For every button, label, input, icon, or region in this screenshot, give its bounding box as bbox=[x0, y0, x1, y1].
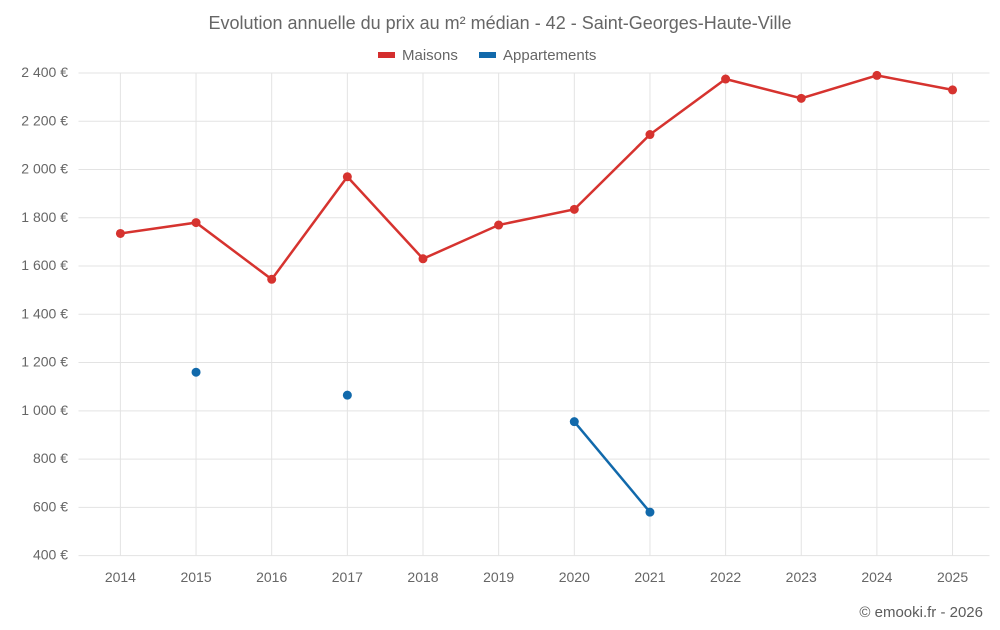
svg-text:2023: 2023 bbox=[786, 569, 817, 585]
svg-text:2024: 2024 bbox=[861, 569, 892, 585]
svg-text:2016: 2016 bbox=[256, 569, 287, 585]
svg-text:1 000 €: 1 000 € bbox=[21, 402, 68, 418]
svg-text:2021: 2021 bbox=[634, 569, 665, 585]
svg-text:2 200 €: 2 200 € bbox=[21, 112, 68, 128]
svg-text:2017: 2017 bbox=[332, 569, 363, 585]
svg-text:2 400 €: 2 400 € bbox=[21, 64, 68, 80]
svg-text:1 200 €: 1 200 € bbox=[21, 354, 68, 370]
svg-text:800 €: 800 € bbox=[33, 450, 68, 466]
svg-text:600 €: 600 € bbox=[33, 498, 68, 514]
svg-text:2022: 2022 bbox=[710, 569, 741, 585]
svg-text:1 800 €: 1 800 € bbox=[21, 209, 68, 225]
svg-text:2 000 €: 2 000 € bbox=[21, 161, 68, 177]
svg-text:2020: 2020 bbox=[559, 569, 590, 585]
svg-text:2019: 2019 bbox=[483, 569, 514, 585]
svg-text:2015: 2015 bbox=[180, 569, 211, 585]
svg-text:2018: 2018 bbox=[407, 569, 438, 585]
svg-text:2014: 2014 bbox=[105, 569, 136, 585]
svg-text:400 €: 400 € bbox=[33, 547, 68, 563]
svg-text:1 600 €: 1 600 € bbox=[21, 257, 68, 273]
svg-text:2025: 2025 bbox=[937, 569, 968, 585]
svg-text:1 400 €: 1 400 € bbox=[21, 305, 68, 321]
